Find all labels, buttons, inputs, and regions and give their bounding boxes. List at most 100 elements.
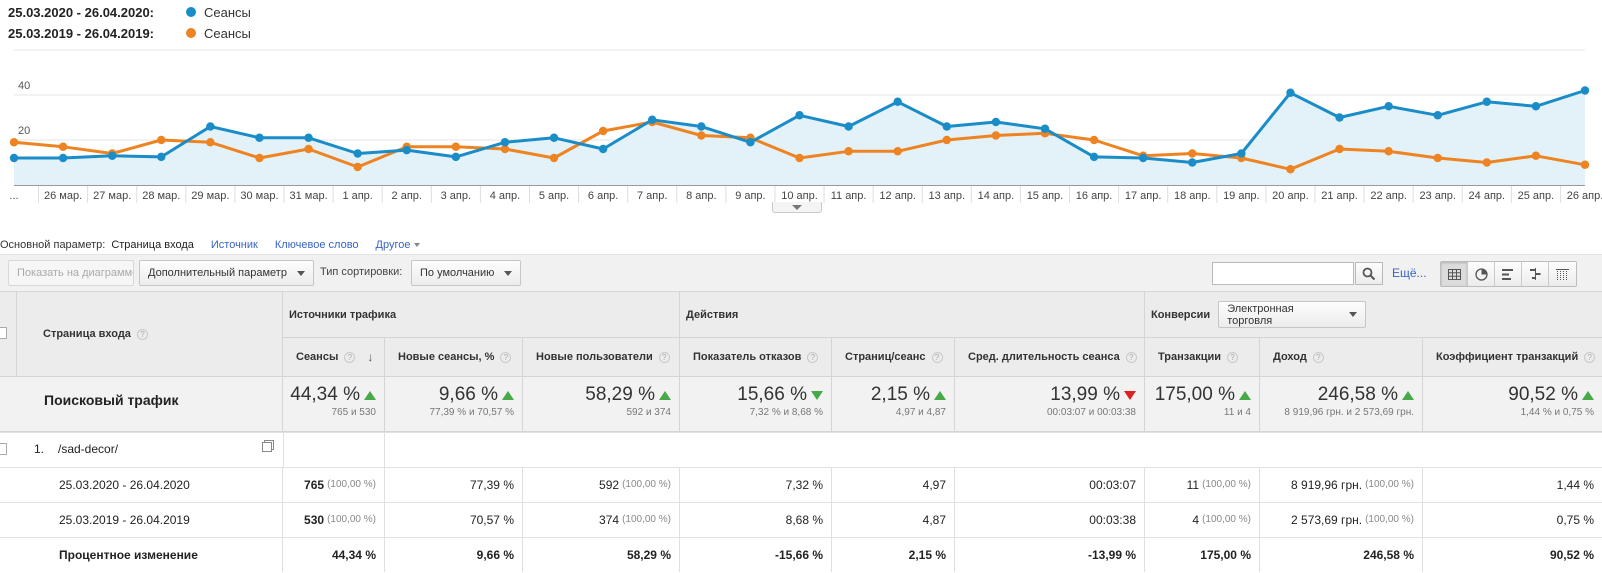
cell-value: 00:03:07: [1089, 477, 1136, 492]
help-icon[interactable]: ?: [1125, 351, 1137, 363]
x-tick-label: 12 апр.: [879, 190, 916, 202]
secondary-dimension-label: Дополнительный параметр: [148, 267, 287, 279]
comparison-view-icon[interactable]: [1522, 262, 1549, 286]
totals-compare-values: 1,44 % и 0,75 %: [1520, 407, 1594, 418]
help-icon[interactable]: ?: [658, 351, 670, 363]
cell-value: 1,44 %: [1556, 477, 1594, 492]
column-header[interactable]: Коэффициент транзакций?: [1423, 338, 1602, 377]
group-conversions-label: Конверсии: [1151, 308, 1211, 321]
search-button[interactable]: [1355, 262, 1383, 285]
column-header-label: Сеансы: [296, 351, 339, 363]
totals-change: 13,99 %: [955, 384, 1136, 406]
x-tick-label: 23 апр.: [1419, 190, 1456, 202]
table-search-input[interactable]: [1212, 262, 1354, 285]
help-icon[interactable]: ?: [500, 351, 512, 363]
dimension-landing-page[interactable]: Страница входа: [111, 239, 194, 251]
totals-cell: 13,99 % 00:03:07 и 00:03:38: [955, 377, 1145, 432]
page-path-link[interactable]: /sad-decor/: [58, 442, 119, 456]
cell-value: 90,52 %: [1549, 547, 1594, 562]
x-tick-label: 6 апр.: [588, 190, 618, 202]
help-icon[interactable]: ?: [136, 328, 148, 340]
cell-value: 8 919,96 грн.: [1291, 477, 1363, 492]
column-header[interactable]: Показатель отказов?: [680, 338, 832, 377]
column-header-label: Транзакции: [1158, 351, 1222, 363]
cell-value: 2,15 %: [908, 547, 946, 562]
cell-percent: (100,00 %): [622, 514, 671, 525]
totals-compare-values: 11 и 4: [1223, 407, 1251, 418]
conversion-type-dropdown[interactable]: Электронная торговля: [1218, 301, 1367, 328]
series-point-0: [598, 144, 608, 154]
column-header[interactable]: Сеансы? ↓: [283, 338, 385, 377]
cell-value: 592: [599, 477, 620, 492]
x-tick-label: 15 апр.: [1027, 190, 1064, 202]
help-icon[interactable]: ?: [931, 351, 943, 363]
series-point-0: [304, 133, 313, 142]
x-tick-label: 17 апр.: [1125, 190, 1162, 202]
y-tick-label: 20: [18, 125, 30, 137]
dim-header[interactable]: Страница входа ?: [17, 292, 283, 377]
series-point-1: [1580, 160, 1590, 169]
series-point-0: [402, 145, 411, 155]
primary-dimension-row: Основной параметр: Страница входа Источн…: [0, 236, 437, 254]
totals-change: 246,58 %: [1260, 384, 1414, 406]
column-header[interactable]: Новые сеансы, %?: [385, 338, 523, 377]
row-divider: [0, 537, 1602, 538]
x-tick-label: 20 апр.: [1272, 190, 1309, 202]
column-header[interactable]: Транзакции?: [1145, 338, 1260, 377]
series-point-0: [746, 138, 755, 147]
secondary-dimension-dropdown[interactable]: Дополнительный параметр: [139, 260, 314, 286]
series-point-0: [1335, 113, 1344, 122]
series-point-1: [1384, 147, 1393, 156]
series-point-0: [844, 122, 853, 131]
pivot-view-icon[interactable]: [1549, 262, 1576, 286]
table-row-label: 25.03.2020 - 26.04.2020: [17, 467, 283, 502]
series-point-1: [1188, 149, 1197, 158]
totals-cell: 175,00 % 11 и 4: [1145, 377, 1260, 432]
row-label: Процентное изменение: [59, 547, 198, 562]
cell-value: 530: [304, 512, 325, 527]
column-header[interactable]: Страниц/сеанс?: [832, 338, 955, 377]
help-icon[interactable]: ?: [1584, 351, 1596, 363]
table-cell: 77,39 %: [385, 467, 523, 502]
row-checkbox[interactable]: [0, 443, 7, 455]
column-header[interactable]: Новые пользователи?: [523, 338, 680, 377]
sort-type-dropdown[interactable]: По умолчанию: [411, 260, 521, 286]
column-header[interactable]: Сред. длительность сеанса?: [955, 338, 1145, 377]
series-point-1: [1433, 153, 1442, 163]
arrow-up-icon: [1402, 390, 1414, 400]
chart-collapse-handle[interactable]: [772, 202, 822, 213]
dimension-source[interactable]: Источник: [210, 239, 258, 251]
dimension-other[interactable]: Другое: [376, 239, 420, 251]
help-icon[interactable]: ?: [1227, 351, 1239, 363]
totals-change-value: 44,34 %: [290, 384, 360, 405]
open-external-icon[interactable]: [262, 442, 272, 452]
table-cell: 0,75 %: [1423, 502, 1602, 537]
dimension-keyword[interactable]: Ключевое слово: [274, 239, 359, 251]
chevron-down-icon: [296, 270, 305, 276]
more-link[interactable]: Ещё...: [1392, 266, 1427, 280]
series-point-1: [451, 142, 461, 151]
totals-change: 58,29 %: [523, 384, 671, 406]
plot-rows-button[interactable]: Показать на диаграмме: [8, 260, 134, 286]
legend-previous-dot: [186, 28, 196, 38]
column-header-label: Коэффициент транзакций: [1436, 351, 1579, 363]
help-icon[interactable]: ?: [344, 351, 356, 363]
column-header[interactable]: Доход?: [1260, 338, 1423, 377]
column-header-label: Доход: [1273, 351, 1307, 363]
cell-value: 70,57 %: [469, 512, 514, 527]
totals-compare-values: 4,97 и 4,87: [895, 407, 946, 418]
totals-change-value: 246,58 %: [1317, 384, 1398, 405]
table-view-switcher: [1440, 261, 1577, 287]
totals-change: 2,15 %: [832, 384, 946, 406]
select-all-checkbox[interactable]: [0, 327, 7, 339]
series-point-0: [697, 122, 706, 131]
x-tick-label: 26 мар.: [44, 190, 82, 202]
x-tick-label: 22 апр.: [1370, 190, 1407, 202]
help-icon[interactable]: ?: [807, 351, 819, 363]
x-tick-label: 11 апр.: [831, 190, 867, 202]
help-icon[interactable]: ?: [1312, 351, 1324, 363]
pie-view-icon[interactable]: [1468, 262, 1495, 286]
performance-view-icon[interactable]: [1495, 262, 1522, 286]
cell-percent: (100,00 %): [1202, 514, 1251, 525]
table-view-icon[interactable]: [1441, 262, 1468, 286]
